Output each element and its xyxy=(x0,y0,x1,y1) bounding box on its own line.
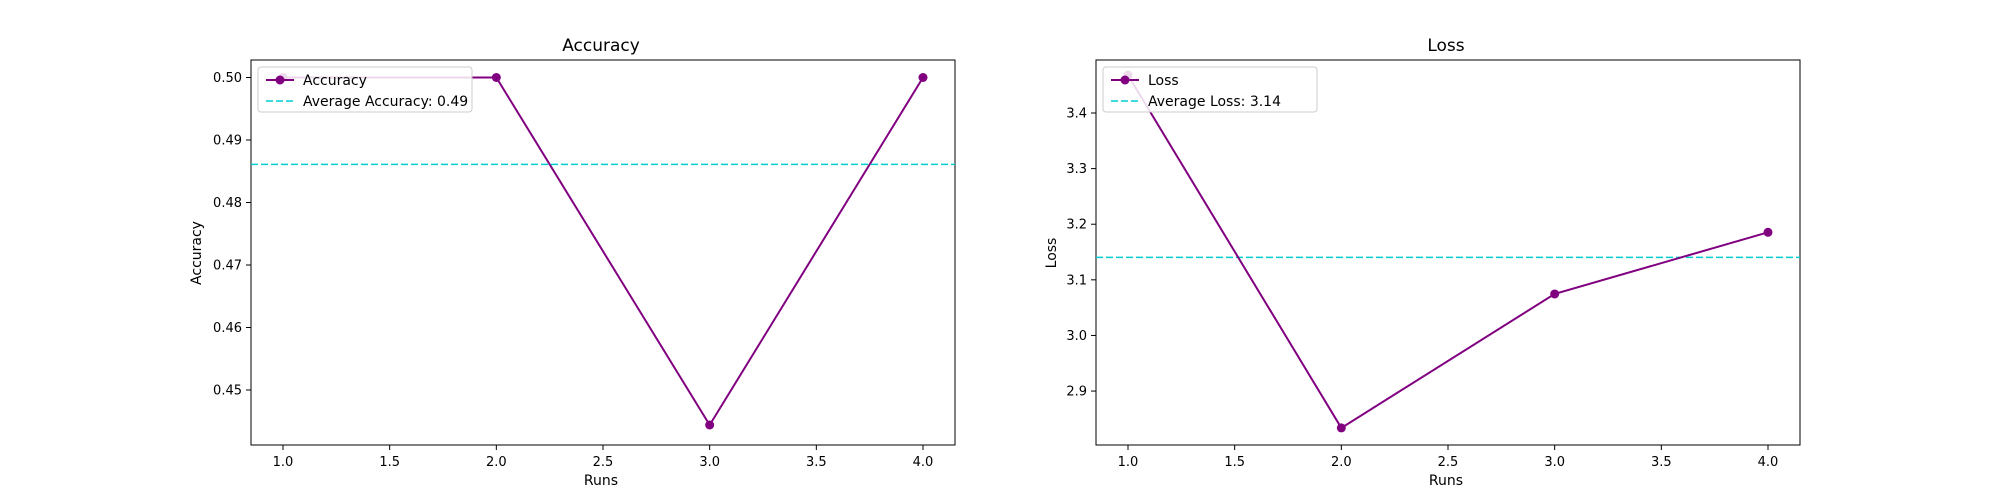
legend-series-label: Loss xyxy=(1148,73,1179,89)
legend-series-label: Accuracy xyxy=(303,73,367,89)
chart-title: Loss xyxy=(1427,36,1464,56)
data-point xyxy=(918,73,928,82)
plot-area xyxy=(1096,70,1800,433)
plot-frame xyxy=(1095,59,1801,446)
y-tick-label: 3.4 xyxy=(1066,106,1087,121)
data-point xyxy=(1336,423,1346,433)
y-tick-label: 3.2 xyxy=(1066,218,1087,233)
legend: Loss Average Loss: 3.14 xyxy=(1102,66,1318,113)
series-line xyxy=(1127,74,1769,430)
x-tick-label: 1.0 xyxy=(1118,455,1139,470)
x-tick-label: 1.5 xyxy=(1224,455,1245,470)
x-tick-label: 4.0 xyxy=(1758,455,1779,470)
x-tick-label: 3.0 xyxy=(1544,455,1565,470)
x-tick-label: 3.0 xyxy=(699,455,720,470)
legend: Accuracy Average Accuracy: 0.49 xyxy=(257,66,473,113)
legend-marker xyxy=(275,75,285,85)
y-tick-label: 3.3 xyxy=(1066,162,1087,177)
y-tick-label: 0.50 xyxy=(213,71,242,86)
data-point xyxy=(1763,227,1773,237)
y-tick-label: 0.45 xyxy=(213,384,242,399)
legend-average-label: Average Accuracy: 0.49 xyxy=(303,94,468,110)
x-tick-label: 1.5 xyxy=(379,455,400,470)
y-tick-label: 0.48 xyxy=(213,196,242,211)
y-tick-label: 0.47 xyxy=(213,259,242,274)
x-tick-label: 2.5 xyxy=(593,455,614,470)
data-point xyxy=(491,73,501,82)
x-axis-label: Runs xyxy=(1429,473,1463,489)
series-line xyxy=(283,76,924,427)
x-tick-label: 1.0 xyxy=(273,455,294,470)
x-tick-label: 2.5 xyxy=(1438,455,1459,470)
x-tick-label: 2.0 xyxy=(1331,455,1352,470)
plot-area xyxy=(251,73,955,430)
legend-average-label: Average Loss: 3.14 xyxy=(1148,94,1281,110)
y-axis-label: Loss xyxy=(1044,238,1060,269)
accuracy-chart: Accuracy Runs Accuracy 1.0 1.5 2.0 2.5 3.0 3.… xyxy=(189,36,956,489)
y-tick-label: 3.0 xyxy=(1066,329,1087,344)
chart-title: Accuracy xyxy=(562,36,640,56)
y-tick-label: 0.49 xyxy=(213,134,242,149)
loss-chart: Loss Runs Loss 1.0 1.5 2.0 2.5 3.0 3.5 4.0 2.9 3… xyxy=(1044,36,1801,489)
legend-marker xyxy=(1120,75,1130,85)
x-tick-label: 3.5 xyxy=(806,455,827,470)
data-point xyxy=(705,420,715,430)
data-point xyxy=(1550,289,1560,299)
x-tick-label: 3.5 xyxy=(1651,455,1672,470)
x-axis-label: Runs xyxy=(584,473,618,489)
legend-box xyxy=(257,66,473,113)
y-axis-label: Accuracy xyxy=(189,221,205,285)
y-tick-label: 0.46 xyxy=(213,321,242,336)
x-tick-label: 4.0 xyxy=(913,455,934,470)
y-tick-label: 2.9 xyxy=(1066,385,1087,400)
x-tick-label: 2.0 xyxy=(486,455,507,470)
legend-box xyxy=(1102,66,1318,113)
y-tick-label: 3.1 xyxy=(1066,273,1087,288)
